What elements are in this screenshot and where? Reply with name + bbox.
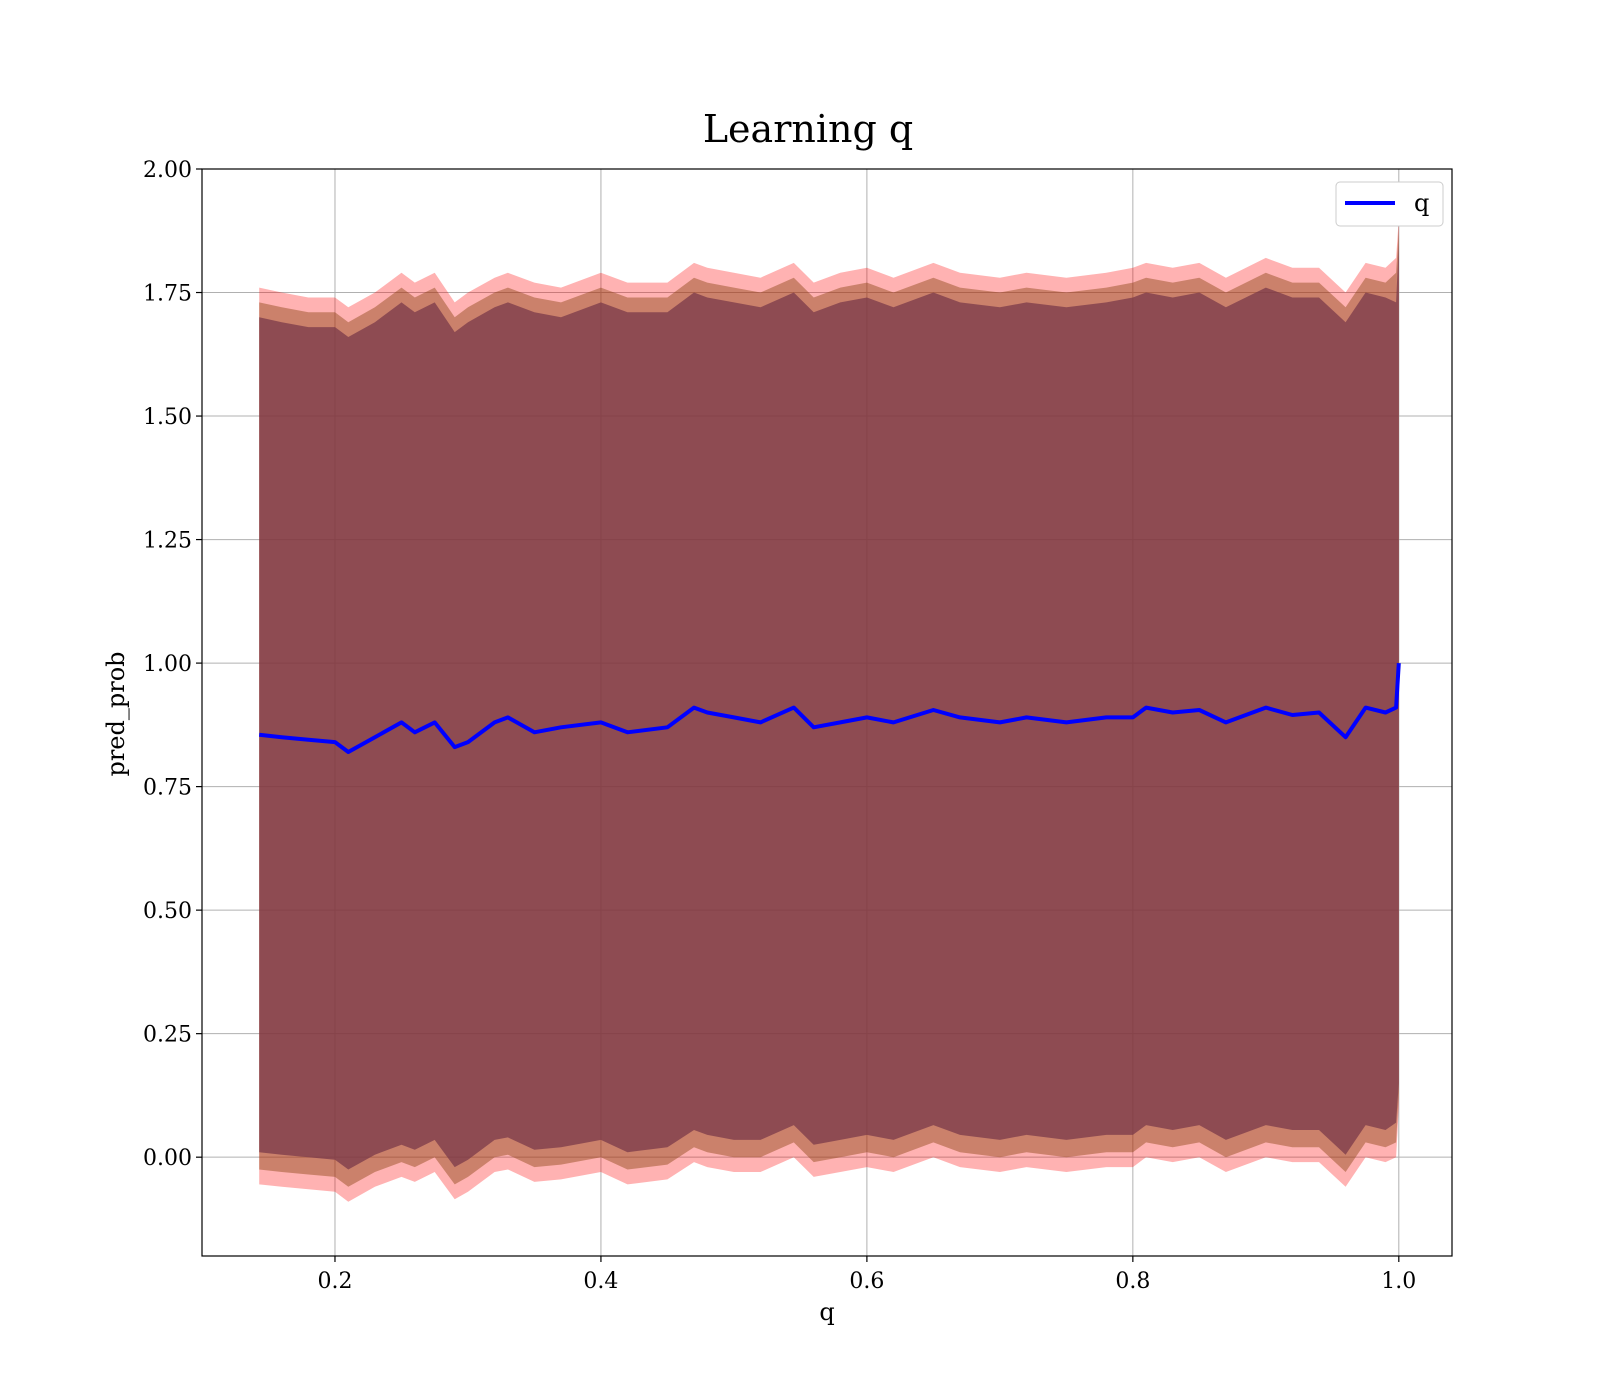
y-tick-label: 2.00 [143,158,192,183]
plot-frame [201,168,1453,1257]
x-ticks: 0.2 0.4 0.6 0.8 1.0 [317,1256,1416,1294]
y-ticks: 0.00 0.25 0.50 0.75 1.00 1.25 1.50 1.75 2.00 [143,158,202,1171]
x-tick-label: 0.2 [317,1269,352,1294]
y-axis-label: pred_prob [102,651,130,776]
y-tick-label: 1.00 [143,652,192,677]
y-tick-label: 0.25 [143,1023,192,1048]
legend: q [1335,181,1444,227]
series-line-q [258,662,1401,754]
x-tick-label: 0.4 [583,1269,618,1294]
x-tick-label: 0.6 [849,1269,884,1294]
x-tick-label: 0.8 [1115,1269,1150,1294]
y-tick-label: 0.50 [143,899,192,924]
x-tick-label: 1.0 [1381,1269,1416,1294]
y-tick-label: 1.25 [143,529,192,554]
x-axis-label: q [819,1298,834,1326]
legend-label-q: q [1414,189,1429,217]
series-lines [258,662,1401,754]
y-tick-label: 0.75 [143,776,192,801]
y-tick-label: 1.50 [143,405,192,430]
y-tick-label: 1.75 [143,282,192,307]
confidence-bands [259,218,1399,1202]
y-tick-label: 0.00 [143,1146,192,1171]
band-core [259,243,1399,1170]
chart-title: Learning q [703,107,913,151]
